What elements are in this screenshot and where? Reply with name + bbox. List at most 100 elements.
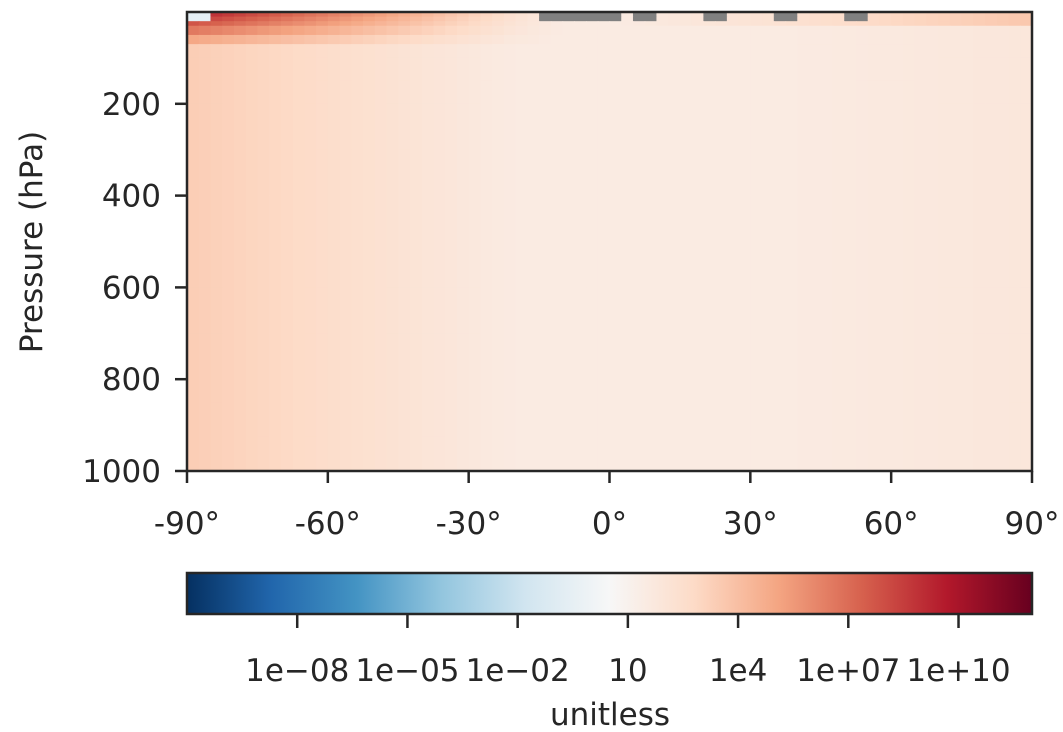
- heatmap-cell: [421, 195, 435, 243]
- heatmap-cell: [339, 333, 352, 403]
- heatmap-cell: [292, 57, 305, 82]
- heatmap-cell: [327, 436, 341, 471]
- heatmap-cell: [973, 44, 986, 59]
- y-tick-label: 1000: [82, 454, 161, 490]
- heatmap-cell: [726, 126, 740, 151]
- heatmap-cell: [339, 21, 352, 27]
- heatmap-cell: [574, 126, 587, 151]
- heatmap-cell: [515, 333, 528, 403]
- heatmap-cell: [773, 57, 787, 82]
- heatmap-cell: [492, 21, 505, 27]
- heatmap-cell: [503, 16, 517, 22]
- heatmap-cell: [597, 25, 611, 36]
- heatmap-cell: [750, 34, 763, 45]
- heatmap-cell: [222, 195, 235, 243]
- heatmap-cell: [421, 436, 435, 471]
- heatmap-cell: [304, 25, 317, 36]
- heatmap-cell: [327, 402, 341, 438]
- heatmap-cell: [374, 12, 388, 18]
- heatmap-cell: [750, 149, 763, 197]
- heatmap-cell: [750, 44, 763, 59]
- heatmap-cell: [280, 34, 294, 45]
- heatmap-cell: [750, 333, 763, 403]
- heatmap-cell: [210, 287, 223, 334]
- heatmap-cell: [269, 333, 282, 403]
- heatmap-cell: [985, 25, 998, 36]
- heatmap-cell: [503, 44, 517, 59]
- heatmap-cell: [304, 103, 317, 128]
- heatmap-cell: [961, 44, 974, 59]
- heatmap-cell: [597, 21, 611, 27]
- heatmap-cell: [785, 103, 798, 128]
- heatmap-cell: [809, 402, 822, 438]
- heatmap-cell: [316, 241, 329, 288]
- heatmap-cell: [503, 436, 517, 471]
- heatmap-cell: [421, 57, 435, 82]
- heatmap-cell: [832, 25, 845, 36]
- heatmap-cell: [245, 436, 259, 471]
- heatmap-cell: [809, 16, 822, 22]
- heatmap-cell: [762, 44, 775, 59]
- heatmap-cell: [691, 21, 704, 27]
- heatmap-cell: [198, 103, 212, 128]
- heatmap-cell: [539, 126, 552, 151]
- heatmap-cell: [222, 402, 235, 438]
- heatmap-cell: [973, 34, 986, 45]
- heatmap-cell: [996, 287, 1010, 334]
- heatmap-cell: [656, 44, 669, 59]
- heatmap-cell: [985, 12, 998, 18]
- heatmap-cell: [503, 34, 517, 45]
- heatmap-cell: [656, 57, 669, 82]
- heatmap-cell: [527, 436, 540, 471]
- heatmap-cell: [902, 126, 916, 151]
- heatmap-cell: [762, 333, 775, 403]
- heatmap-cell: [949, 12, 963, 18]
- heatmap-cell: [809, 195, 822, 243]
- heatmap-cell: [891, 402, 904, 438]
- heatmap-cell: [480, 80, 493, 105]
- heatmap-cell: [609, 436, 622, 471]
- heatmap-cell: [503, 126, 517, 151]
- heatmap-cell: [515, 25, 528, 36]
- heatmap-cell: [949, 149, 963, 197]
- heatmap-cell: [985, 34, 998, 45]
- heatmap-cell: [961, 16, 974, 22]
- heatmap-cell: [715, 402, 728, 438]
- heatmap-cell: [844, 12, 857, 18]
- heatmap-cell: [316, 333, 329, 403]
- heatmap-cell: [574, 103, 587, 128]
- heatmap-cell: [187, 436, 200, 471]
- heatmap-cell: [879, 34, 892, 45]
- heatmap-cell: [386, 436, 399, 471]
- heatmap-cell: [773, 103, 787, 128]
- heatmap-cell: [844, 149, 857, 197]
- heatmap-cell: [210, 80, 223, 105]
- heatmap-cell: [456, 402, 470, 438]
- heatmap-cell: [726, 436, 740, 471]
- y-tick-label: 600: [102, 270, 161, 306]
- heatmap-cell: [539, 34, 552, 45]
- heatmap-cell: [597, 195, 611, 243]
- heatmap-cell: [339, 126, 352, 151]
- heatmap-cell: [292, 80, 305, 105]
- heatmap-cell: [433, 436, 446, 471]
- heatmap-cell: [339, 195, 352, 243]
- heatmap-cell: [820, 12, 834, 18]
- heatmap-cell: [245, 103, 259, 128]
- heatmap-cell: [421, 25, 435, 36]
- heatmap-cell: [198, 436, 212, 471]
- heatmap-cell: [1020, 287, 1032, 334]
- heatmap-cell: [527, 57, 540, 82]
- heatmap-cell: [280, 25, 294, 36]
- heatmap-cell: [409, 44, 423, 59]
- heatmap-cell: [222, 287, 235, 334]
- heatmap-cell: [492, 12, 505, 18]
- heatmap-cell: [187, 195, 200, 243]
- heatmap-cell: [210, 126, 223, 151]
- heatmap-cell: [363, 16, 376, 22]
- heatmap-cell: [879, 12, 892, 18]
- heatmap-cell: [703, 103, 716, 128]
- heatmap-cell: [785, 126, 798, 151]
- heatmap-cell: [644, 436, 658, 471]
- heatmap-cell: [820, 126, 834, 151]
